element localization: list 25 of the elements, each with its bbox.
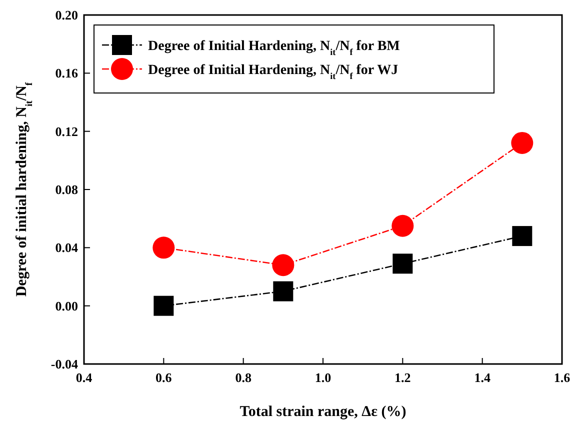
y-tick-label: 0.20 xyxy=(55,8,78,22)
x-tick-label: 1.0 xyxy=(314,370,332,385)
x-tick-label: 0.8 xyxy=(235,370,252,385)
y-tick-label: 0.12 xyxy=(55,124,78,139)
legend-label: Degree of Initial Hardening, N$_{it}$/N$_{f}$ for BM xyxy=(148,39,400,57)
legend-label: Degree of Initial Hardening, N$_{it}$/N$_{f}$ for WJ xyxy=(148,63,398,81)
x-tick-label: 1.6 xyxy=(554,370,571,385)
y-tick-label: 0.04 xyxy=(55,240,78,256)
point xyxy=(272,254,294,276)
x-tick-label: 1.4 xyxy=(474,370,491,385)
point xyxy=(392,254,413,274)
point xyxy=(511,132,534,154)
point xyxy=(152,236,175,259)
y-tick-label: -0.04 xyxy=(50,356,78,372)
x-axis-title: Total strain range, Δε (%) xyxy=(240,404,406,420)
x-tick-label: 1.2 xyxy=(394,370,411,385)
point xyxy=(154,296,174,316)
point xyxy=(392,214,414,237)
point xyxy=(273,281,294,302)
y-tick-label: 0.08 xyxy=(55,182,78,197)
point xyxy=(512,226,532,246)
y-tick-label: 0.16 xyxy=(55,66,78,81)
x-tick-label: 0.6 xyxy=(156,370,172,385)
y-tick-label: 0.00 xyxy=(55,298,78,314)
x-tick-label: 0.4 xyxy=(76,370,93,385)
